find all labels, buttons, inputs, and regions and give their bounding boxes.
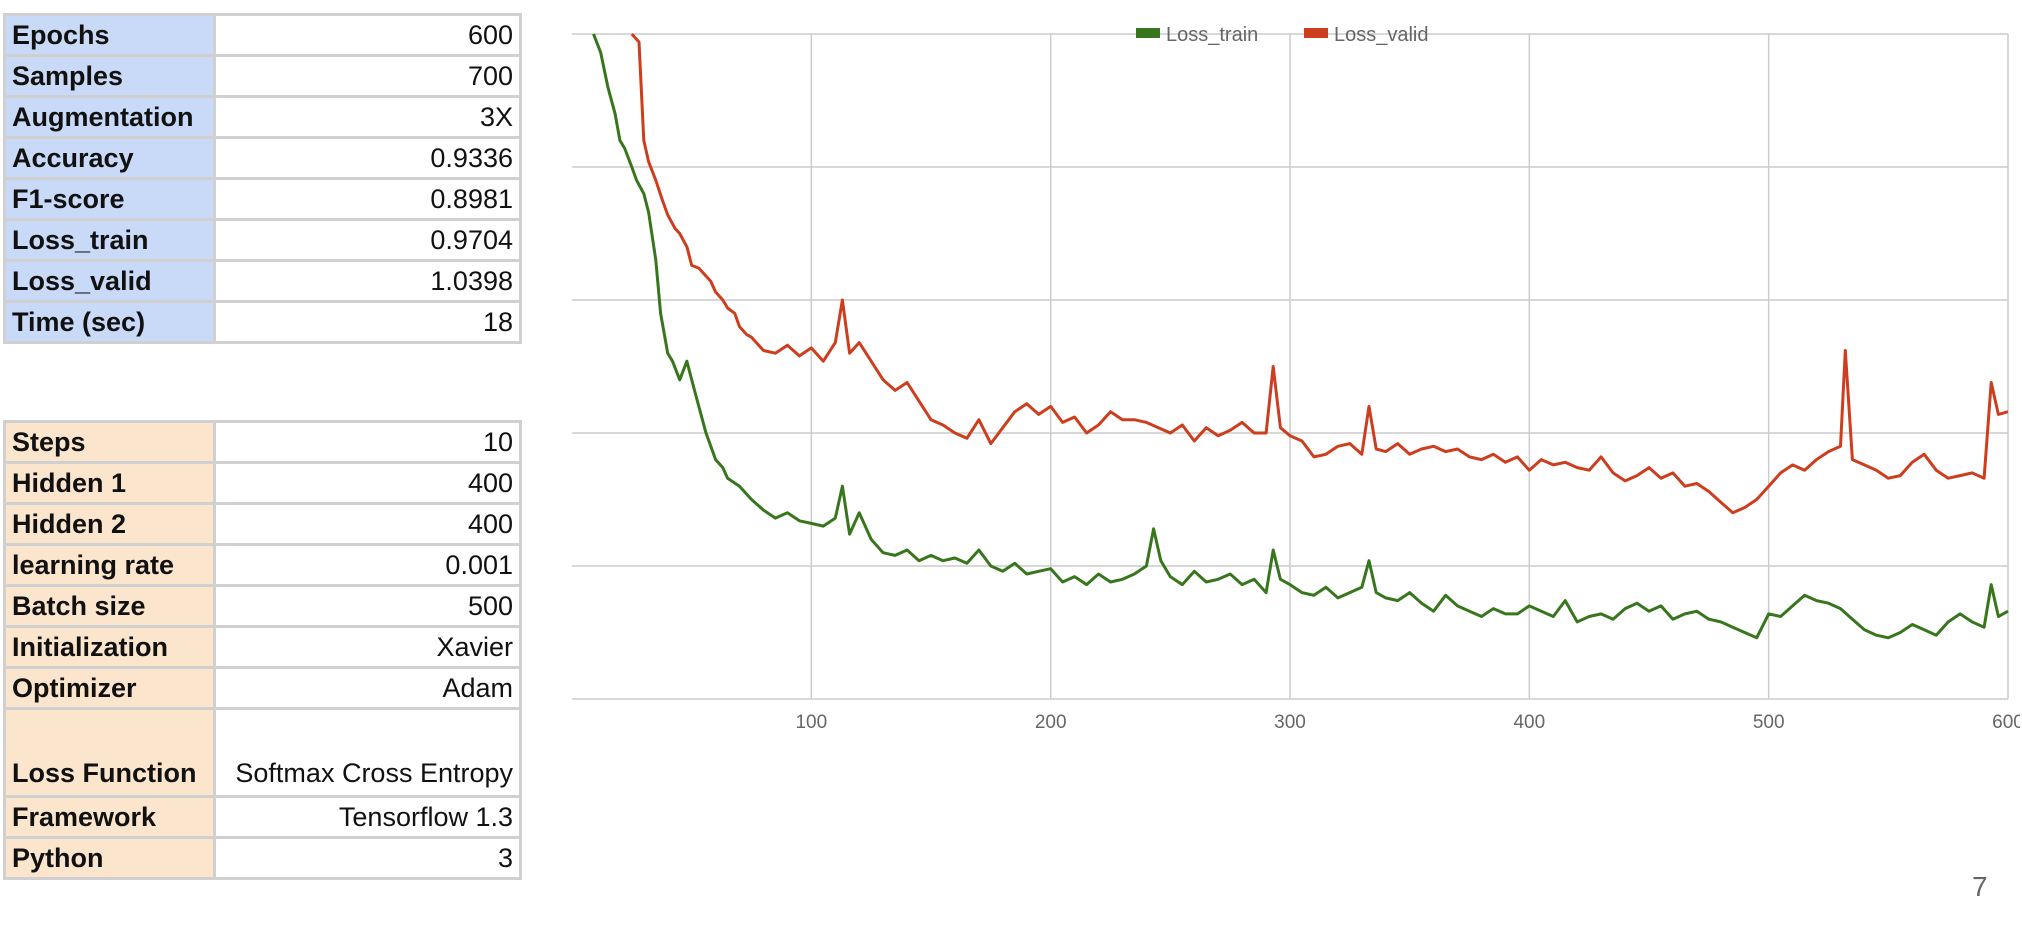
param-label: Epochs xyxy=(3,13,216,57)
config-table: Steps 10 Hidden 1 400 Hidden 2 400 learning ra… xyxy=(3,420,522,880)
param-label: Framework xyxy=(3,795,216,839)
table-row-framework: Framework Tensorflow 1.3 xyxy=(3,795,522,839)
param-label: Time (sec) xyxy=(3,300,216,344)
table-row-time-sec: Time (sec) 18 xyxy=(3,300,522,344)
param-value: 600 xyxy=(213,13,522,57)
chart-gridlines xyxy=(572,33,2009,700)
param-value: 0.9704 xyxy=(213,218,522,262)
table-row-loss-valid: Loss_valid 1.0398 xyxy=(3,259,522,303)
param-label: Hidden 1 xyxy=(3,461,216,505)
x-tick-label: 100 xyxy=(795,712,827,733)
param-label: Hidden 2 xyxy=(3,502,216,546)
param-label: Loss Function xyxy=(3,707,216,798)
metrics-table: Epochs 600 Samples 700 Augmentation 3X Accurac… xyxy=(3,13,522,344)
param-value: 10 xyxy=(213,420,522,464)
param-value: 500 xyxy=(213,584,522,628)
param-label: Optimizer xyxy=(3,666,216,710)
param-label: Samples xyxy=(3,54,216,98)
param-label: Batch size xyxy=(3,584,216,628)
param-value: 0.001 xyxy=(213,543,522,587)
table-row-hidden-1: Hidden 1 400 xyxy=(3,461,522,505)
param-value: 0.8981 xyxy=(213,177,522,221)
x-tick-label: 500 xyxy=(1753,712,1785,733)
param-value: 700 xyxy=(213,54,522,98)
table-row-optimizer: Optimizer Adam xyxy=(3,666,522,710)
param-label: Accuracy xyxy=(3,136,216,180)
param-value: 400 xyxy=(213,502,522,546)
param-value: Tensorflow 1.3 xyxy=(213,795,522,839)
param-label: Steps xyxy=(3,420,216,464)
table-row-learning-rate: learning rate 0.001 xyxy=(3,543,522,587)
param-value: Xavier xyxy=(213,625,522,669)
loss-line-chart: 0.951.001.051.101.151.20 100200300400500… xyxy=(572,24,2020,733)
param-value: 18 xyxy=(213,300,522,344)
page-number: 7 xyxy=(1972,871,1988,902)
table-row-augmentation: Augmentation 3X xyxy=(3,95,522,139)
param-value: 1.0398 xyxy=(213,259,522,303)
legend-swatch-loss-valid xyxy=(1304,28,1328,38)
param-label: Initialization xyxy=(3,625,216,669)
table-row-loss-train: Loss_train 0.9704 xyxy=(3,218,522,262)
param-value: 400 xyxy=(213,461,522,505)
param-label: Augmentation xyxy=(3,95,216,139)
legend-swatch-loss-train xyxy=(1136,28,1160,38)
param-label: learning rate xyxy=(3,543,216,587)
param-value: Softmax Cross Entropy xyxy=(213,707,522,798)
param-label: Python xyxy=(3,836,216,880)
series-line-loss-train xyxy=(592,33,2009,640)
x-tick-label: 600 xyxy=(1992,712,2020,733)
x-tick-label: 300 xyxy=(1274,712,1306,733)
table-row-python: Python 3 xyxy=(3,836,522,880)
table-row-epochs: Epochs 600 xyxy=(3,13,522,57)
series-line-loss-valid xyxy=(630,32,2009,515)
legend-label-loss-train: Loss_train xyxy=(1166,24,1258,46)
table-row-accuracy: Accuracy 0.9336 xyxy=(3,136,522,180)
param-value: 0.9336 xyxy=(213,136,522,180)
param-label: F1-score xyxy=(3,177,216,221)
table-row-steps: Steps 10 xyxy=(3,420,522,464)
param-label: Loss_valid xyxy=(3,259,216,303)
x-tick-label: 200 xyxy=(1035,712,1067,733)
legend-label-loss-valid: Loss_valid xyxy=(1334,24,1429,46)
chart-legend: Loss_train Loss_valid xyxy=(1136,24,1429,46)
table-row-samples: Samples 700 xyxy=(3,54,522,98)
table-row-initialization: Initialization Xavier xyxy=(3,625,522,669)
table-row-hidden-2: Hidden 2 400 xyxy=(3,502,522,546)
table-row-batch-size: Batch size 500 xyxy=(3,584,522,628)
chart-series xyxy=(592,32,2009,640)
x-axis-tick-labels: 100 200 300 400 500 600 xyxy=(795,712,2020,733)
x-tick-label: 400 xyxy=(1513,712,1545,733)
param-value: Adam xyxy=(213,666,522,710)
param-value: 3X xyxy=(213,95,522,139)
table-row-loss-function: Loss Function Softmax Cross Entropy xyxy=(3,707,522,798)
param-value: 3 xyxy=(213,836,522,880)
table-row-f1-score: F1-score 0.8981 xyxy=(3,177,522,221)
param-label: Loss_train xyxy=(3,218,216,262)
